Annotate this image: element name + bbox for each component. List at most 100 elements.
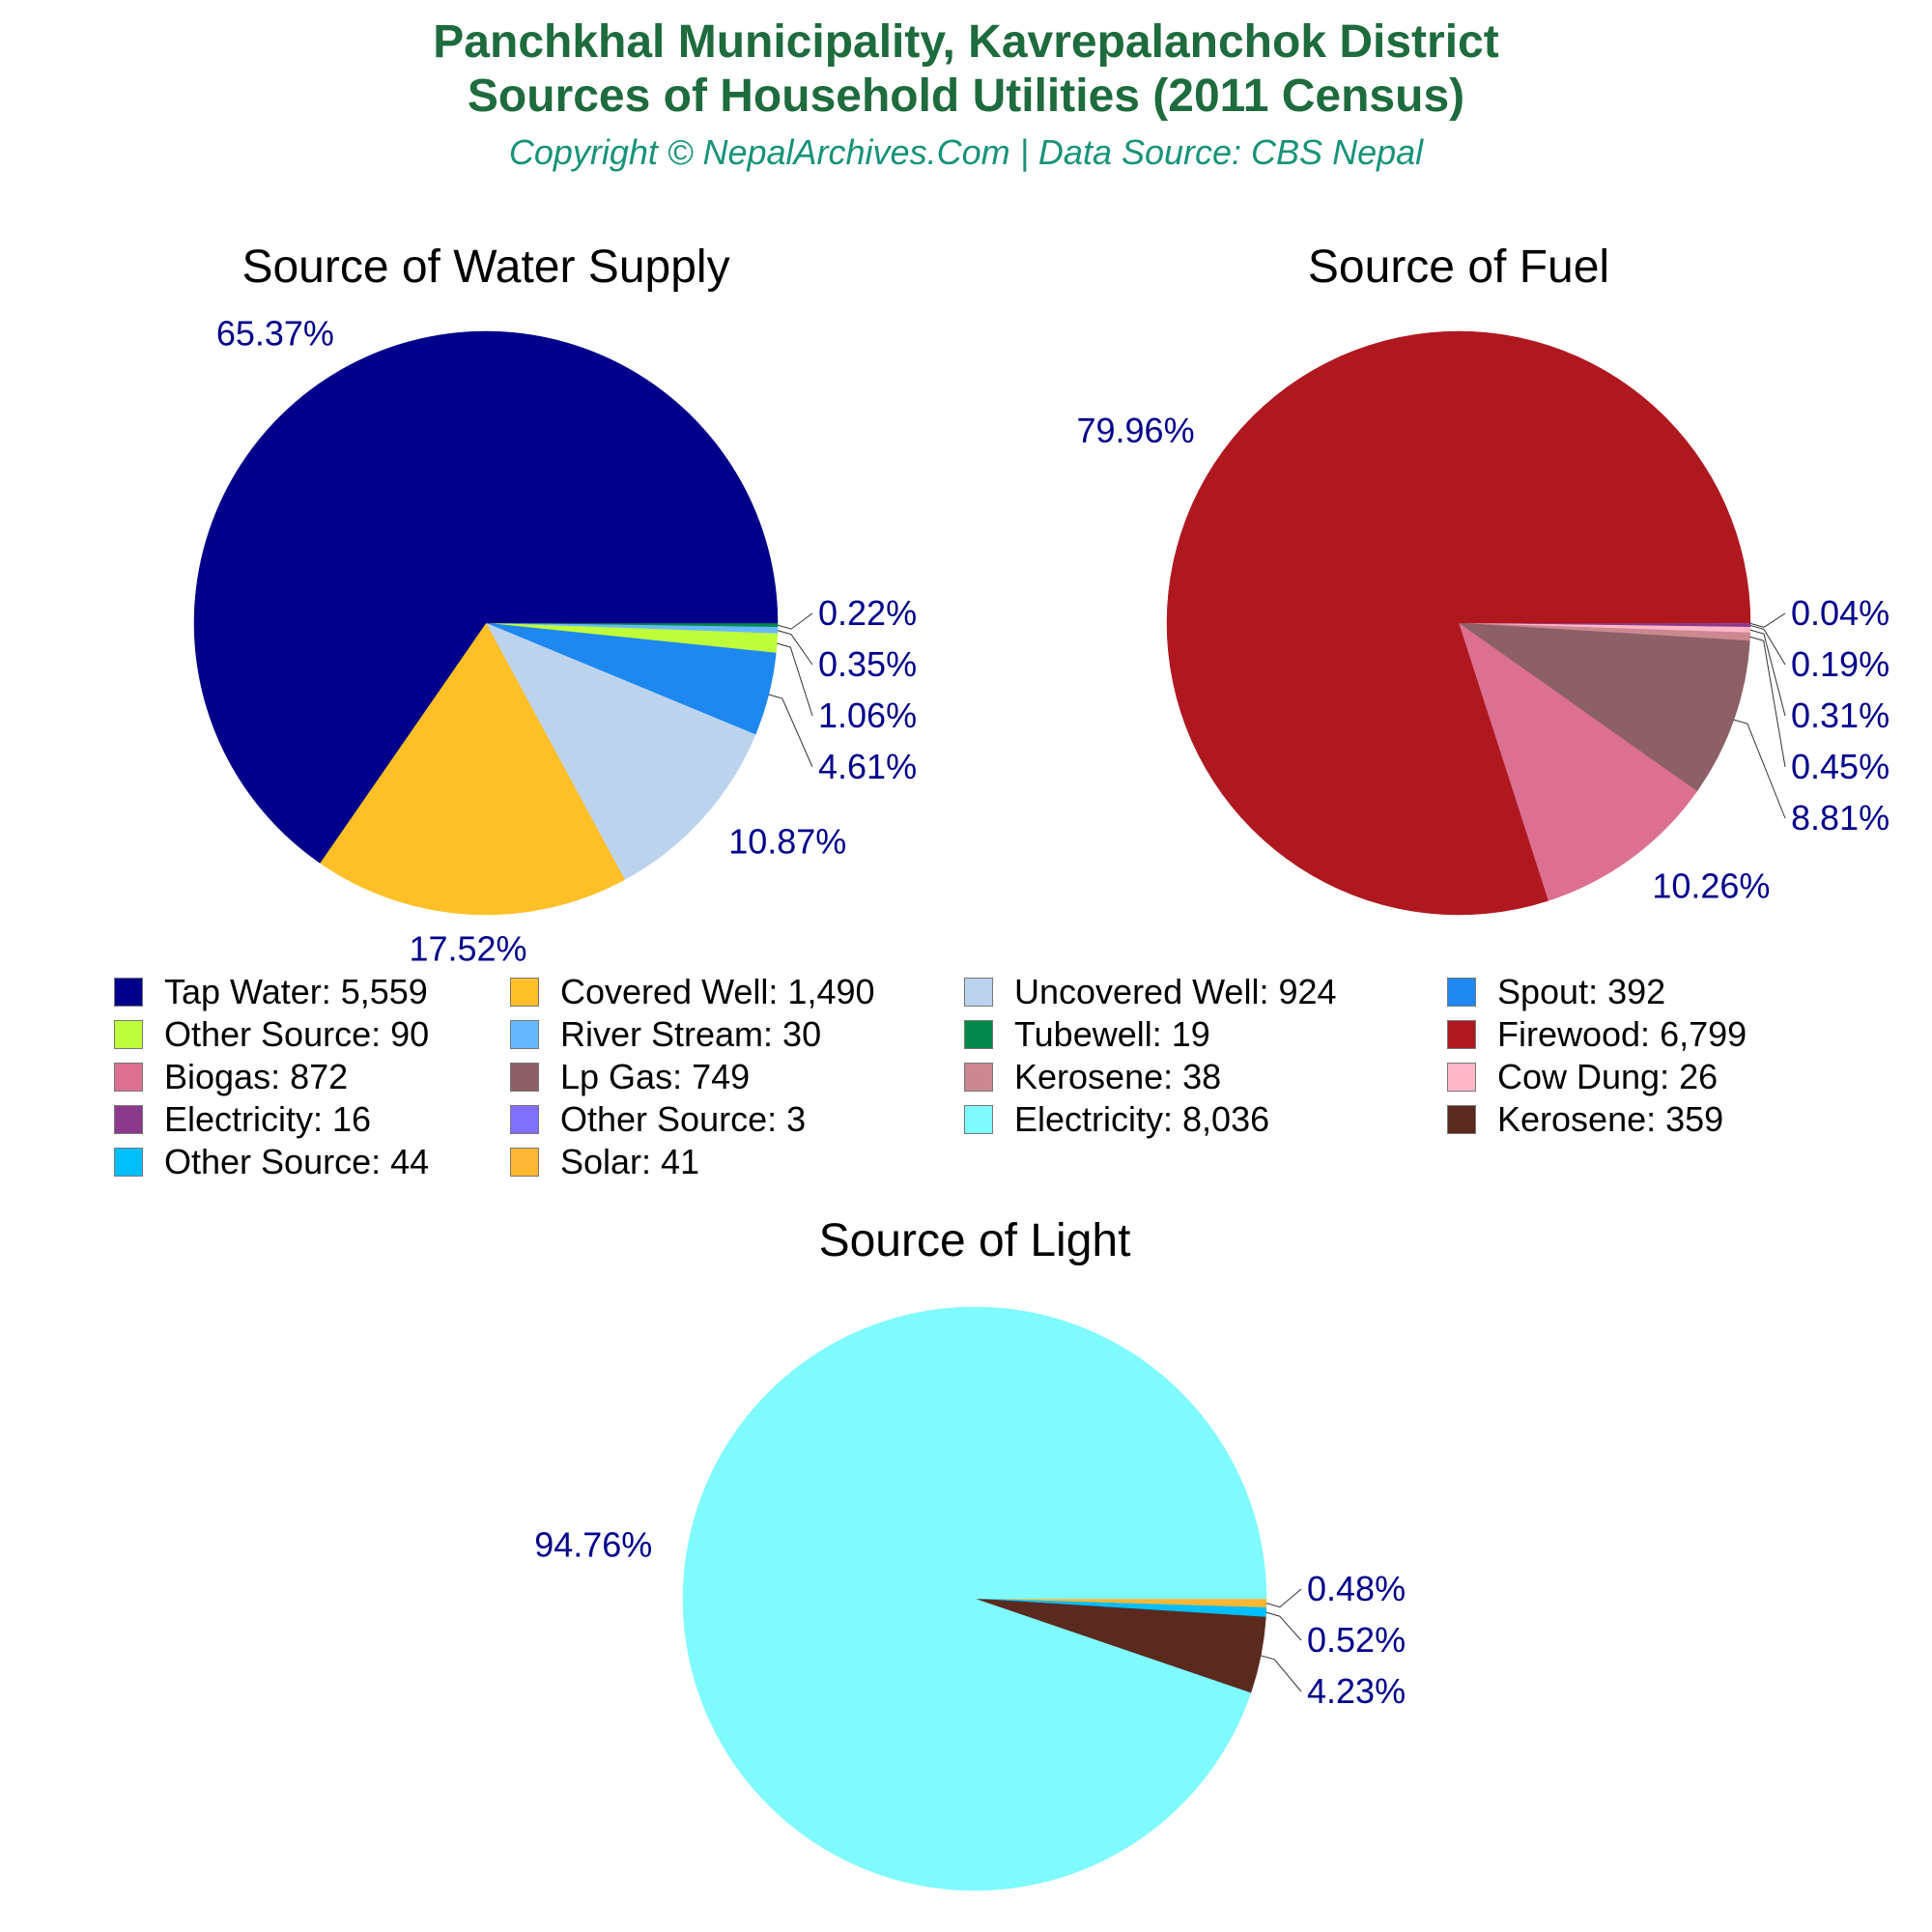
legend-swatch [510,1148,539,1177]
leader-line [1733,719,1786,819]
legend-item: Spout: 392 [1447,971,1665,1013]
leader-line [1265,1588,1302,1608]
legend-label: Biogas: 872 [164,1057,349,1096]
leader-line [777,642,813,717]
legend-swatch [964,1105,993,1134]
legend-label: Uncovered Well: 924 [1014,972,1337,1011]
legend-item: Other Source: 44 [114,1141,429,1183]
slice-label: 0.04% [1791,593,1889,633]
legend-label: Electricity: 8,036 [1014,1099,1270,1139]
legend-label: Covered Well: 1,490 [560,972,875,1011]
leader-line [1749,629,1786,717]
slice-label: 0.19% [1791,644,1889,684]
slice-label: 0.31% [1791,696,1889,735]
legend-swatch [114,1148,143,1177]
legend-item: Cow Dung: 26 [1447,1056,1718,1098]
slice-label: 79.96% [1076,411,1194,450]
page-subtitle: Copyright © NepalArchives.Com | Data Sou… [508,132,1424,172]
pie-chart-1: Source of Water Supply 65.37% 17.52% 10.87%… [193,242,917,969]
legend-item: Electricity: 8,036 [964,1098,1269,1141]
legend-label: Solar: 41 [560,1142,700,1181]
legend-item: Uncovered Well: 924 [964,971,1337,1013]
chart-title: Source of Light [819,1215,1131,1266]
leader-line [777,630,813,666]
pie-chart-2: Source of Fuel 79.96% 10.26% 8.81% 0.45% 0.31… [1076,242,1889,916]
leader-line [1749,612,1786,628]
legend-swatch [1447,1020,1476,1049]
slice-label: 4.61% [818,747,917,786]
legend-swatch [510,1020,539,1049]
slice-label: 17.52% [409,929,526,969]
slice-label: 4.23% [1307,1671,1406,1711]
legend-item: Tubewell: 19 [964,1013,1210,1056]
pie-slice [1166,330,1751,916]
pie-chart-3: Source of Light 94.76% 4.23% 0.52% 0.48% [534,1215,1406,1891]
legend-label: Other Source: 90 [164,1014,430,1054]
legend-item: Biogas: 872 [114,1056,348,1098]
legend-item: Firewood: 6,799 [1447,1013,1747,1056]
legend-label: Kerosene: 38 [1014,1057,1222,1096]
legend-swatch [964,978,993,1007]
legend-swatch [114,1063,143,1092]
legend-label: Cow Dung: 26 [1497,1057,1719,1096]
legend-label: Spout: 392 [1497,972,1666,1011]
legend-label: Firewood: 6,799 [1497,1014,1747,1054]
slice-label: 10.26% [1652,867,1770,906]
pie-slice [682,1306,1267,1891]
legend-swatch [114,1020,143,1049]
legend-item: Tap Water: 5,559 [114,971,428,1013]
page-title-line2: Sources of Household Utilities (2011 Cen… [467,71,1465,122]
legend-item: Lp Gas: 749 [510,1056,750,1098]
leader-line [1265,1611,1302,1641]
pie-slice [319,622,626,916]
legend-item: Electricity: 16 [114,1098,371,1141]
leader-line [777,612,813,630]
slice-label: 0.22% [818,593,917,633]
legend-swatch [510,1063,539,1092]
slice-label: 0.45% [1791,747,1889,786]
legend-swatch [510,978,539,1007]
pie-slice [193,330,779,864]
legend-swatch [1447,1063,1476,1092]
legend-item: Kerosene: 38 [964,1056,1221,1098]
legend-item: Covered Well: 1,490 [510,971,875,1013]
legend-item: River Stream: 30 [510,1013,821,1056]
legend-swatch [114,1105,143,1134]
chart-title: Source of Fuel [1308,242,1609,293]
legend-item: Solar: 41 [510,1141,699,1183]
slice-label: 10.87% [728,821,846,861]
slice-label: 0.48% [1307,1569,1406,1608]
leader-line [768,694,813,768]
legend-swatch [964,1020,993,1049]
legend-swatch [1447,1105,1476,1134]
legend-label: Kerosene: 359 [1497,1099,1724,1139]
legend-label: Electricity: 16 [164,1099,372,1139]
legend-label: Tubewell: 19 [1014,1014,1210,1054]
legend-label: Tap Water: 5,559 [164,972,428,1011]
slice-label: 0.35% [818,644,917,684]
slice-label: 65.37% [216,313,334,353]
slice-label: 0.52% [1307,1620,1406,1660]
slice-label: 1.06% [818,696,917,735]
legend-swatch [964,1063,993,1092]
leader-line [1749,636,1786,768]
slice-label: 8.81% [1791,798,1889,838]
legend-swatch [1447,978,1476,1007]
pie-slice [1458,622,1698,901]
leader-line [1749,624,1786,666]
page-title: Panchkhal Municipality, Kavrepalanchok D… [433,16,1499,68]
legend-item: Kerosene: 359 [1447,1098,1723,1141]
legend-label: Other Source: 3 [560,1099,807,1139]
legend-label: River Stream: 30 [560,1014,822,1054]
leader-line [1261,1655,1302,1692]
legend-item: Other Source: 3 [510,1098,806,1141]
legend-label: Other Source: 44 [164,1142,430,1181]
legend-label: Lp Gas: 749 [560,1057,751,1096]
legend-item: Other Source: 90 [114,1013,429,1056]
chart-title: Source of Water Supply [242,242,729,293]
pie-slice [1458,622,1750,792]
legend-swatch [114,978,143,1007]
legend-swatch [510,1105,539,1134]
slice-label: 94.76% [534,1525,652,1565]
